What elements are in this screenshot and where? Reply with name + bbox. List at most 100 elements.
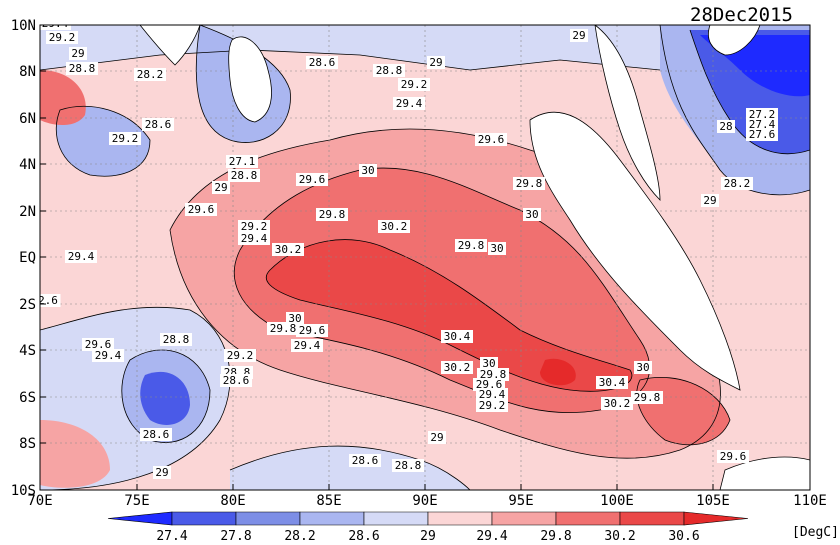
contour-label: 29.8 xyxy=(316,208,348,221)
colorbar-segment xyxy=(235,511,301,526)
contour-label: 30 xyxy=(286,312,304,325)
contour-label: 29.4 xyxy=(238,232,270,245)
x-axis: 70E 75E 80E 85E 90E 95E 100E 105E 110E xyxy=(27,484,827,509)
contour-label: 29.4 xyxy=(393,97,425,110)
contour-label: 27.2 xyxy=(746,108,778,121)
colorbar-label: 29.4 xyxy=(476,529,507,544)
svg-text:29.8: 29.8 xyxy=(270,322,297,335)
svg-text:29.4: 29.4 xyxy=(294,339,321,352)
colorbar-label: 30.2 xyxy=(604,529,635,544)
svg-text:29: 29 xyxy=(572,29,585,42)
contour-label: 28.6 xyxy=(220,374,252,387)
svg-text:30: 30 xyxy=(636,361,649,374)
colorbar-label: 28.2 xyxy=(284,529,315,544)
contour-label: 29.4 xyxy=(291,339,323,352)
map-title: 28Dec2015 xyxy=(690,4,793,26)
contour-label: 27.1 xyxy=(226,155,258,168)
contour-label: 29.2 xyxy=(109,132,141,145)
contour-label: 30.2 xyxy=(272,243,304,256)
contour-label: 29.6 xyxy=(296,324,328,337)
contour-label: 30 xyxy=(634,361,652,374)
colorbar: 27.4 27.8 28.2 28.6 29 29.4 29.8 30.2 30.6 xyxy=(107,511,749,544)
contour-label: 29.2 xyxy=(224,349,256,362)
svg-text:29: 29 xyxy=(429,56,442,69)
contour-label: 29.4 xyxy=(40,25,71,30)
svg-text:29.2: 29.2 xyxy=(227,349,254,362)
contour-label: 30.2 xyxy=(378,220,410,233)
y-tick-label: 4N xyxy=(19,157,36,173)
land-java xyxy=(719,456,810,490)
svg-text:30: 30 xyxy=(482,357,495,370)
svg-text:29.8: 29.8 xyxy=(458,239,485,252)
y-tick-label: 8N xyxy=(19,64,36,80)
contour-label: 30.4 xyxy=(441,330,473,343)
contour-label: 28.6 xyxy=(349,454,381,467)
contour-label: 30 xyxy=(480,357,498,370)
svg-text:29.2: 29.2 xyxy=(241,220,268,233)
svg-text:28.8: 28.8 xyxy=(395,459,422,472)
svg-text:30: 30 xyxy=(490,242,503,255)
contour-label: 30 xyxy=(488,242,506,255)
contour-label: 30.2 xyxy=(601,397,633,410)
contour-label: 29.8 xyxy=(477,368,509,381)
contour-label: 29.2 xyxy=(476,399,508,412)
contour-label: 27.4 xyxy=(746,118,778,131)
contour-label: 28.2 xyxy=(134,68,166,81)
sst-region-sw-pocket-2 xyxy=(140,371,190,425)
svg-text:29.8: 29.8 xyxy=(319,208,346,221)
x-tick-label: 100E xyxy=(600,493,634,509)
landmasses xyxy=(139,25,810,490)
svg-text:29.6: 29.6 xyxy=(299,173,326,186)
svg-text:2.6: 2.6 xyxy=(38,294,58,307)
contour-label: 29.8 xyxy=(267,322,299,335)
contour-label: 28.8 xyxy=(392,459,424,472)
y-tick-label: 10N xyxy=(11,18,36,34)
contour-label: 28.8 xyxy=(228,169,260,182)
contour-label: 28.8 xyxy=(160,333,192,346)
svg-text:29.4: 29.4 xyxy=(95,349,122,362)
svg-text:28.8: 28.8 xyxy=(69,62,96,75)
contour-label: 29 xyxy=(212,181,230,194)
svg-text:28.6: 28.6 xyxy=(352,454,379,467)
contour-label: 29.6 xyxy=(296,173,328,186)
svg-text:28: 28 xyxy=(719,120,732,133)
contour-label: 29 xyxy=(153,466,171,479)
svg-text:29: 29 xyxy=(155,466,168,479)
contour-label: 28.6 xyxy=(142,118,174,131)
svg-text:28.8: 28.8 xyxy=(376,64,403,77)
colorbar-segment xyxy=(619,511,685,526)
y-tick-label: 10S xyxy=(11,483,36,499)
svg-text:28.6: 28.6 xyxy=(223,374,250,387)
svg-text:29.6: 29.6 xyxy=(478,133,505,146)
svg-text:29: 29 xyxy=(703,194,716,207)
svg-text:29.6: 29.6 xyxy=(299,324,326,337)
svg-text:28.2: 28.2 xyxy=(137,68,164,81)
sst-region-warm-3 xyxy=(266,239,632,392)
svg-text:30.4: 30.4 xyxy=(444,330,471,343)
colorbar-segment xyxy=(107,511,173,526)
contour-label: 30 xyxy=(523,208,541,221)
svg-text:29.6: 29.6 xyxy=(188,203,215,216)
contour-label: 29.6 xyxy=(185,203,217,216)
svg-text:27.4: 27.4 xyxy=(749,118,776,131)
svg-text:29.2: 29.2 xyxy=(479,399,506,412)
svg-text:29.4: 29.4 xyxy=(68,250,95,263)
svg-text:29.6: 29.6 xyxy=(720,450,747,463)
contour-label: 28.6 xyxy=(140,428,172,441)
svg-text:29.6: 29.6 xyxy=(85,338,112,351)
colorbar-segment xyxy=(171,511,237,526)
contour-label: 29.4 xyxy=(65,250,97,263)
contour-label: 29 xyxy=(69,47,87,60)
contour-label: 27.6 xyxy=(746,128,778,141)
svg-text:28.6: 28.6 xyxy=(309,56,336,69)
colorbar-label: 27.8 xyxy=(220,529,251,544)
contour-label: 29.8 xyxy=(631,391,663,404)
y-tick-label: EQ xyxy=(19,250,36,266)
contour-label: 29 xyxy=(701,194,719,207)
colorbar-label: 28.6 xyxy=(348,529,379,544)
contour-label: 29 xyxy=(427,56,445,69)
svg-text:29.4: 29.4 xyxy=(241,232,268,245)
contour-label: 29.8 xyxy=(455,239,487,252)
